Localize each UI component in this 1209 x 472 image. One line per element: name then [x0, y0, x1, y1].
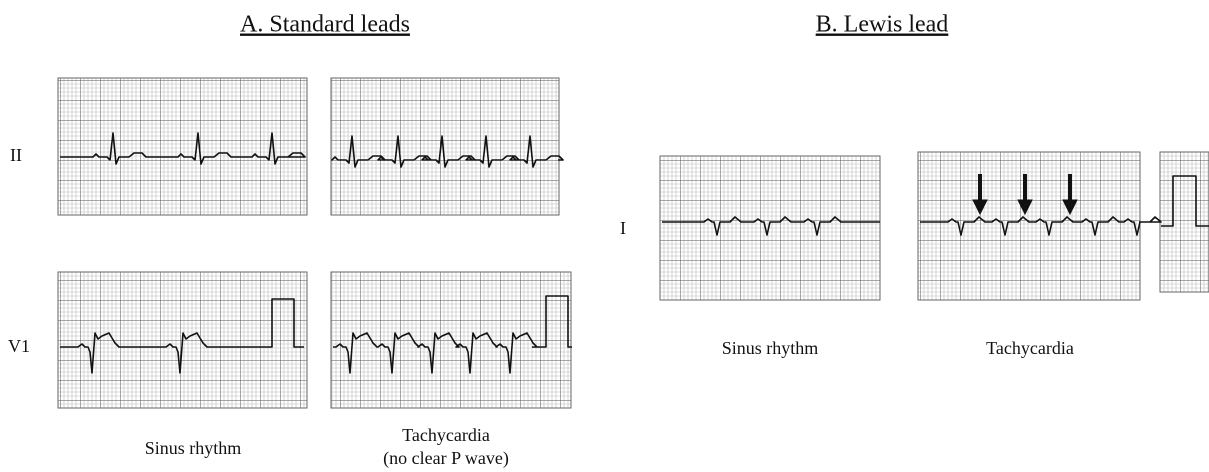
caption: Tachycardia	[986, 338, 1074, 358]
caption: Sinus rhythm	[145, 438, 242, 458]
lead-label: II	[10, 145, 22, 165]
figure: A. Standard leads B. Lewis lead II V1 I …	[0, 0, 1209, 472]
lead-label: V1	[8, 336, 30, 356]
caption: Tachycardia	[402, 425, 490, 445]
ecg-strip	[660, 156, 880, 300]
panel-title: B. Lewis lead	[816, 12, 949, 38]
panel-title: A. Standard leads	[240, 12, 410, 38]
ecg-strip	[918, 152, 1140, 300]
strips	[58, 78, 1209, 408]
lead-label: I	[620, 218, 626, 238]
ecg-strip	[331, 272, 571, 408]
caption: (no clear P wave)	[383, 448, 509, 469]
ecg-strip	[58, 78, 307, 215]
ecg-strip	[331, 78, 559, 215]
caption: Sinus rhythm	[722, 338, 819, 358]
ecg-strip	[1160, 152, 1209, 292]
